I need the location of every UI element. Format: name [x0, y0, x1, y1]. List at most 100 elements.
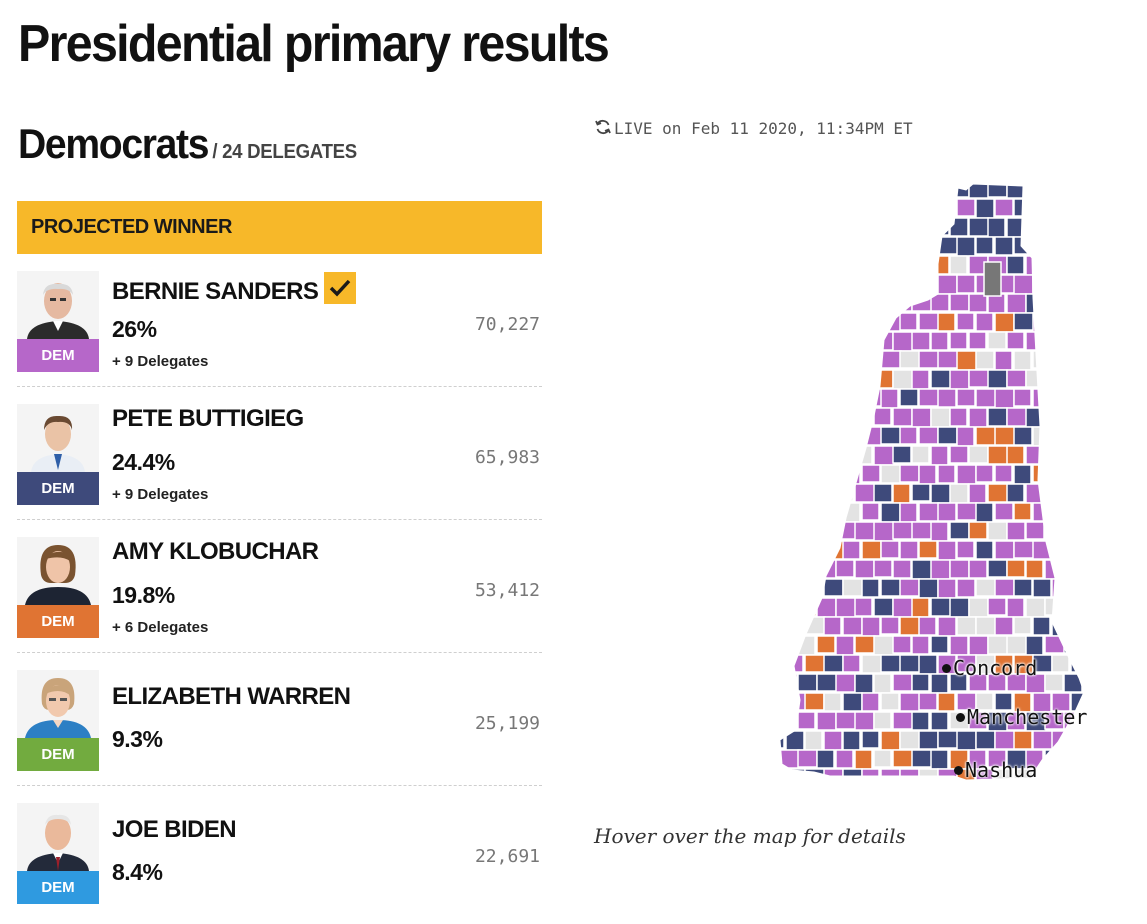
town-tile[interactable]: [911, 369, 930, 390]
town-tile[interactable]: [797, 369, 819, 388]
town-tile[interactable]: [861, 198, 882, 218]
town-tile[interactable]: [1082, 255, 1100, 274]
town-tile[interactable]: [1070, 274, 1090, 294]
town-tile[interactable]: [1006, 445, 1025, 465]
town-tile[interactable]: [1140, 446, 1147, 465]
town-tile[interactable]: [1063, 521, 1083, 540]
town-tile[interactable]: [835, 331, 856, 350]
town-tile[interactable]: [892, 217, 912, 236]
town-tile[interactable]: [1102, 408, 1119, 427]
town-tile[interactable]: [785, 426, 807, 447]
town-tile[interactable]: [880, 350, 902, 369]
town-tile[interactable]: [1006, 559, 1026, 578]
town-tile[interactable]: [816, 711, 837, 731]
town-tile[interactable]: [779, 673, 798, 692]
town-tile[interactable]: [1109, 351, 1126, 368]
town-tile[interactable]: [1082, 217, 1103, 237]
town-tile[interactable]: [1044, 407, 1066, 427]
town-tile[interactable]: [770, 255, 781, 276]
town-tile[interactable]: [842, 312, 862, 333]
town-tile[interactable]: [1013, 540, 1035, 559]
candidate-row[interactable]: DEM BERNIE SANDERS 26% + 9 Delegates 70,…: [17, 254, 542, 387]
town-tile[interactable]: [987, 635, 1009, 655]
town-tile[interactable]: [968, 635, 989, 656]
town-tile[interactable]: [911, 407, 932, 428]
town-tile[interactable]: [804, 502, 826, 523]
town-tile[interactable]: [1032, 388, 1052, 408]
town-tile[interactable]: [1044, 483, 1066, 503]
town-tile[interactable]: [816, 749, 835, 769]
town-tile[interactable]: [854, 293, 874, 313]
town-tile[interactable]: [1121, 180, 1139, 199]
town-tile[interactable]: [1006, 331, 1025, 350]
town-tile[interactable]: [880, 236, 900, 255]
town-tile[interactable]: [797, 711, 816, 730]
town-tile[interactable]: [950, 788, 970, 790]
town-tile[interactable]: [804, 426, 825, 447]
town-tile[interactable]: [873, 521, 895, 542]
town-tile[interactable]: [1140, 712, 1147, 729]
town-tile[interactable]: [797, 255, 816, 274]
town-tile[interactable]: [842, 540, 861, 560]
town-tile[interactable]: [880, 540, 900, 559]
town-tile[interactable]: [994, 502, 1014, 521]
town-tile[interactable]: [1128, 465, 1147, 483]
town-tile[interactable]: [1090, 769, 1107, 788]
town-tile[interactable]: [797, 483, 816, 502]
town-tile[interactable]: [797, 597, 817, 617]
town-tile[interactable]: [785, 502, 807, 522]
town-tile[interactable]: [1025, 597, 1046, 618]
town-tile[interactable]: [1013, 312, 1035, 331]
town-tile[interactable]: [779, 369, 800, 388]
town-tile[interactable]: [1025, 369, 1044, 388]
town-tile[interactable]: [911, 749, 933, 768]
town-tile[interactable]: [1121, 788, 1140, 790]
town-tile[interactable]: [861, 616, 881, 637]
town-tile[interactable]: [842, 654, 861, 673]
town-tile[interactable]: [1070, 768, 1091, 788]
town-tile[interactable]: [1063, 407, 1083, 426]
town-tile[interactable]: [1128, 389, 1147, 406]
town-tile[interactable]: [770, 768, 788, 787]
town-tile[interactable]: [823, 312, 842, 333]
town-tile[interactable]: [880, 388, 899, 409]
town-tile[interactable]: [1109, 655, 1128, 673]
town-tile[interactable]: [1082, 635, 1100, 655]
town-tile[interactable]: [975, 312, 994, 332]
town-tile[interactable]: [1128, 237, 1146, 254]
town-tile[interactable]: [804, 730, 823, 751]
town-tile[interactable]: [918, 730, 939, 750]
town-tile[interactable]: [880, 616, 900, 635]
town-tile[interactable]: [975, 464, 994, 483]
new-hampshire-map[interactable]: [770, 180, 1147, 790]
town-tile[interactable]: [918, 198, 939, 217]
town-tile[interactable]: [770, 692, 786, 713]
town-tile[interactable]: [956, 730, 977, 751]
town-tile[interactable]: [785, 768, 806, 787]
town-tile[interactable]: [1140, 788, 1147, 790]
town-tile[interactable]: [873, 673, 892, 694]
town-tile[interactable]: [1051, 426, 1073, 445]
town-tile[interactable]: [1109, 237, 1126, 255]
town-tile[interactable]: [975, 350, 995, 370]
town-tile[interactable]: [880, 730, 901, 751]
town-tile[interactable]: [1006, 293, 1027, 314]
town-tile[interactable]: [842, 730, 861, 751]
town-tile[interactable]: [1070, 464, 1091, 485]
town-tile[interactable]: [1102, 522, 1120, 541]
town-tile[interactable]: [930, 407, 951, 428]
town-tile[interactable]: [835, 217, 854, 238]
town-tile[interactable]: [949, 369, 970, 390]
town-tile[interactable]: [1128, 579, 1146, 596]
town-tile[interactable]: [1007, 788, 1025, 790]
town-tile[interactable]: [1090, 275, 1107, 293]
town-tile[interactable]: [893, 788, 913, 790]
town-tile[interactable]: [956, 274, 976, 294]
town-tile[interactable]: [1102, 674, 1122, 692]
town-tile[interactable]: [835, 369, 856, 389]
town-tile[interactable]: [1090, 579, 1110, 597]
town-tile[interactable]: [1109, 503, 1126, 520]
town-tile[interactable]: [1051, 388, 1070, 407]
town-tile[interactable]: [1070, 236, 1088, 256]
town-tile[interactable]: [1063, 597, 1082, 617]
